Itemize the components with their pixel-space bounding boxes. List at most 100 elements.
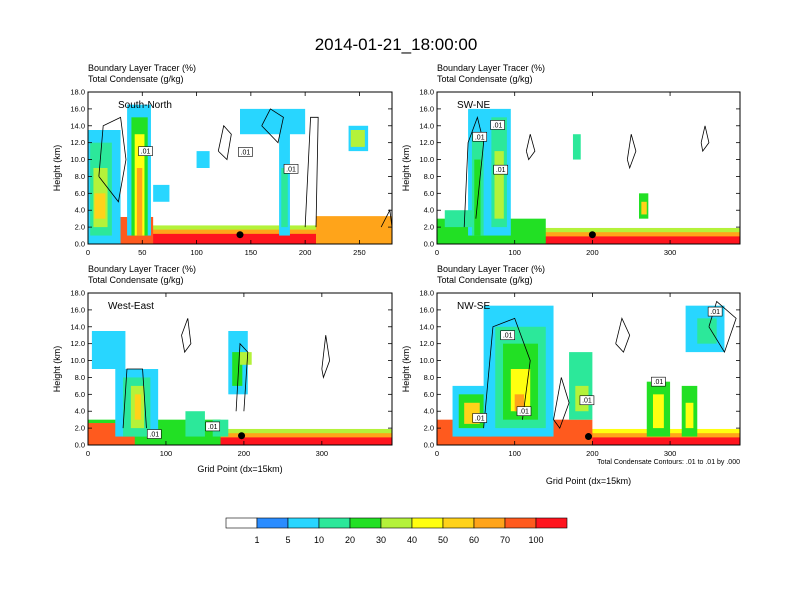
y-tick-label: 8.0: [424, 373, 434, 382]
contour-label-box: [579, 395, 595, 406]
y-tick-label: 18.0: [70, 289, 85, 298]
panel-title-line1: Boundary Layer Tracer (%): [437, 63, 545, 73]
y-tick-label: 8.0: [75, 373, 85, 382]
contour-line: [304, 116, 319, 228]
tracer-shade: [94, 193, 106, 219]
colorbar-box: [318, 517, 351, 529]
contour-label-box: [707, 306, 723, 317]
y-tick-label: 12.0: [419, 339, 434, 348]
contour-label-box: [138, 146, 153, 156]
contour-label-box: [490, 120, 505, 130]
panel-title-line2: Total Condensate (g/kg): [88, 74, 184, 84]
y-tick-label: 2.0: [424, 223, 434, 232]
contour-footnote: Total Condensate Contours: .01 to .01 by…: [597, 459, 740, 466]
y-tick-label: 6.0: [75, 390, 85, 399]
tracer-shade: [697, 318, 717, 344]
panel-south-north: Boundary Layer Tracer (%)Total Condensat…: [52, 63, 393, 257]
panel-label: West-East: [108, 301, 154, 312]
colorbar-label: 30: [376, 535, 386, 545]
tracer-field: [88, 331, 392, 445]
panel-title-line1: Boundary Layer Tracer (%): [88, 264, 196, 274]
y-tick-label: 4.0: [75, 407, 85, 416]
colorbar-box: [473, 517, 506, 529]
tracer-shade: [185, 411, 205, 437]
condensate-contours: [98, 108, 392, 228]
colorbar-box: [225, 517, 258, 529]
y-tick-label: 4.0: [424, 206, 434, 215]
location-marker: [585, 433, 592, 441]
contour-label-text: .01: [141, 149, 151, 156]
colorbar-label: 70: [500, 535, 510, 545]
y-tick-label: 0.0: [424, 240, 434, 249]
tracer-shade: [136, 168, 143, 236]
contour-label-text: .01: [241, 149, 251, 156]
tracer-shade: [641, 201, 647, 215]
tracer-shade: [316, 216, 392, 244]
contour-label: .01: [283, 164, 299, 174]
tracer-shade: [444, 210, 472, 228]
contour-label-text: .01: [582, 398, 592, 405]
contour-label: .01: [500, 330, 516, 341]
y-tick-label: 10.0: [419, 356, 434, 365]
contour-line: [626, 134, 637, 170]
y-tick-label: 14.0: [419, 322, 434, 331]
panel-west-east: Boundary Layer Tracer (%)Total Condensat…: [52, 264, 393, 474]
x-tick-label: 300: [316, 449, 329, 458]
contour-line: [463, 115, 485, 228]
tracer-shade: [350, 130, 365, 147]
y-axis-label: Height (km): [52, 346, 62, 393]
y-tick-label: 16.0: [419, 305, 434, 314]
tracer-shade: [232, 352, 243, 386]
tracer-shade: [134, 394, 142, 420]
colorbar-box: [411, 517, 444, 529]
y-tick-label: 8.0: [75, 172, 85, 181]
colorbar-box: [380, 517, 413, 529]
panels: Boundary Layer Tracer (%)Total Condensat…: [52, 63, 741, 486]
contour-label-box: [283, 164, 299, 174]
y-tick-label: 10.0: [70, 356, 85, 365]
panel-title-line2: Total Condensate (g/kg): [437, 74, 533, 84]
tracer-shade: [474, 159, 481, 236]
x-tick-label: 200: [238, 449, 251, 458]
y-tick-label: 14.0: [70, 322, 85, 331]
contour-label: .01: [146, 429, 162, 439]
panel-nw-se: Boundary Layer Tracer (%)Total Condensat…: [401, 264, 741, 486]
y-tick-label: 2.0: [75, 424, 85, 433]
tracer-shade: [240, 352, 252, 365]
y-tick-label: 12.0: [70, 138, 85, 147]
colorbar: 1 5 10 20 30 40 50 60 70 100: [225, 517, 568, 545]
tracer-shade: [88, 233, 392, 244]
colorbar-box: [349, 517, 382, 529]
y-tick-label: 18.0: [419, 88, 434, 97]
y-axis-label: Height (km): [401, 145, 411, 192]
y-tick-label: 4.0: [424, 407, 434, 416]
contour-label-text: .01: [475, 415, 485, 422]
y-tick-label: 8.0: [424, 172, 434, 181]
contour-label-box: [472, 413, 488, 423]
x-tick-label: 300: [664, 248, 677, 257]
x-tick-label: 0: [86, 248, 90, 257]
contour-line: [122, 368, 147, 429]
contour-line: [615, 317, 631, 353]
x-tick-label: 100: [508, 449, 521, 458]
contour-label-text: .01: [503, 333, 513, 340]
contour-line: [181, 318, 192, 354]
contour-label-box: [516, 406, 532, 417]
y-tick-label: 18.0: [419, 289, 434, 298]
colorbar-box: [535, 517, 568, 529]
contour-label-box: [493, 164, 509, 175]
colorbar-box: [256, 517, 289, 529]
tracer-shade: [572, 134, 581, 160]
contour-label-text: .01: [710, 309, 720, 316]
contour-label-box: [651, 376, 666, 387]
y-tick-label: 12.0: [419, 138, 434, 147]
colorbar-label: 5: [285, 535, 290, 545]
tracer-shade: [685, 402, 694, 429]
tracer-shade: [196, 151, 210, 168]
x-tick-label: 150: [245, 248, 258, 257]
colorbar-label: 20: [345, 535, 355, 545]
tracer-shade: [91, 331, 126, 369]
contour-label-box: [205, 421, 221, 432]
y-tick-label: 10.0: [419, 155, 434, 164]
colorbar-label: 1: [254, 535, 259, 545]
